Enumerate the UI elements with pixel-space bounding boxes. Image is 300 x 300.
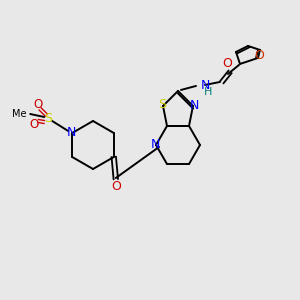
- Text: N: N: [150, 139, 160, 152]
- Text: O: O: [222, 57, 232, 70]
- Text: O: O: [254, 50, 264, 62]
- Text: N: N: [189, 99, 199, 112]
- Text: Me: Me: [12, 109, 26, 119]
- Text: O: O: [34, 98, 43, 112]
- Text: N: N: [201, 80, 210, 92]
- Text: N: N: [67, 127, 76, 140]
- Text: S: S: [158, 98, 166, 111]
- Text: S: S: [44, 112, 52, 125]
- Text: O: O: [111, 181, 121, 194]
- Text: H: H: [204, 87, 212, 97]
- Text: O: O: [30, 118, 39, 130]
